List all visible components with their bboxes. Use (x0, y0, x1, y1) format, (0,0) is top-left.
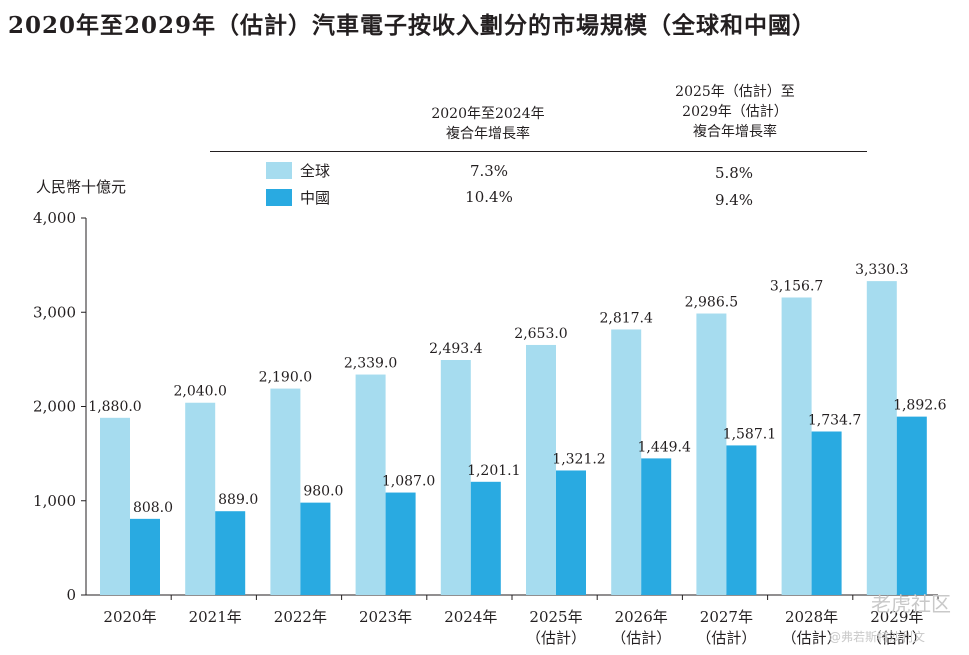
x-tick-sublabel: （估計） (611, 629, 671, 647)
data-label-global: 2,040.0 (173, 384, 226, 400)
y-tick-label: 4,000 (33, 209, 76, 227)
cagr-period2-line2: 2029年（估計） (682, 104, 788, 120)
data-label-global: 1,880.0 (88, 399, 141, 415)
x-tick-label: 2022年 (274, 608, 327, 626)
cagr-period2-line1: 2025年（估計）至 (675, 84, 795, 100)
data-label-china: 1,734.7 (808, 413, 861, 429)
x-tick-label: 2029年 (870, 608, 923, 626)
x-tick-label: 2021年 (189, 608, 242, 626)
data-label-china: 889.0 (218, 492, 258, 508)
data-label-china: 1,321.2 (552, 451, 605, 467)
x-tick-label: 2025年 (529, 608, 582, 626)
bar-china (641, 458, 672, 595)
data-label-china: 1,449.4 (637, 439, 691, 455)
bar-china (811, 431, 842, 595)
data-label-china: 808.0 (133, 500, 173, 516)
x-tick-sublabel: （估計） (782, 629, 842, 647)
x-tick-label: 2028年 (785, 608, 838, 626)
bar-global (781, 297, 812, 595)
data-label-global: 3,330.3 (855, 262, 908, 278)
y-tick-label: 0 (66, 586, 76, 604)
chart-title: 2020年至2029年（估計）汽車電子按收入劃分的市場規模（全球和中國） (8, 12, 817, 39)
y-tick-label: 3,000 (33, 303, 76, 321)
data-label-global: 2,493.4 (429, 341, 483, 357)
x-tick-label: 2026年 (615, 608, 668, 626)
bar-global (526, 344, 556, 595)
cagr-global-p2: 5.8% (714, 164, 754, 182)
bar-global (440, 359, 471, 595)
data-label-global: 2,653.0 (514, 326, 567, 342)
bar-china (896, 416, 927, 595)
bar-china (556, 470, 586, 595)
cagr-period1-line2: 複合年增長率 (446, 126, 530, 142)
bar-global (270, 388, 301, 595)
data-label-china: 1,892.6 (893, 398, 947, 414)
legend-swatch-global (266, 161, 292, 179)
x-tick-sublabel: （估計） (867, 629, 927, 647)
x-tick-sublabel: （估計） (696, 629, 756, 647)
cagr-period1-line1: 2020年至2024年 (431, 106, 545, 122)
cagr-header-period1: 2020年至2024年 複合年增長率 (398, 104, 578, 144)
legend-label-china: 中國 (300, 188, 331, 207)
x-tick-label: 2027年 (700, 608, 753, 626)
cagr-china-p2: 9.4% (714, 191, 754, 209)
bar-china (385, 492, 416, 595)
bar-china (726, 445, 757, 595)
cagr-global-p1: 7.3% (469, 162, 509, 180)
bar-china (130, 518, 160, 595)
data-label-china: 980.0 (303, 484, 343, 500)
legend-item-china: 中國 (266, 187, 330, 207)
y-tick-label: 2,000 (33, 398, 76, 416)
cagr-china-p1: 10.4% (465, 188, 513, 206)
data-label-global: 2,817.4 (599, 310, 653, 326)
x-tick-label: 2020年 (103, 608, 156, 626)
data-label-global: 2,190.0 (259, 370, 312, 386)
x-tick-label: 2024年 (444, 608, 497, 626)
bar-global (611, 329, 642, 595)
x-tick-label: 2023年 (359, 608, 412, 626)
data-label-china: 1,201.1 (467, 463, 520, 479)
bar-china (215, 511, 246, 595)
data-label-global: 2,339.0 (344, 356, 397, 372)
bar-global (866, 281, 897, 595)
data-label-global: 3,156.7 (770, 278, 823, 294)
data-label-global: 2,986.5 (685, 295, 738, 311)
bar-china (470, 481, 501, 595)
cagr-header-period2: 2025年（估計）至 2029年（估計） 複合年增長率 (630, 82, 840, 142)
legend-swatch-china (266, 188, 292, 206)
x-tick-sublabel: （估計） (526, 629, 586, 647)
data-label-china: 1,087.0 (382, 474, 435, 490)
bar-global (100, 417, 130, 595)
y-tick-label: 1,000 (33, 492, 76, 510)
cagr-divider (210, 151, 867, 152)
watermark-subtext: @弗若斯特沙利文 (828, 630, 925, 644)
y-axis-unit-label: 人民幣十億元 (36, 178, 127, 196)
bar-china (300, 502, 331, 595)
data-label-china: 1,587.1 (723, 426, 776, 442)
bar-global (696, 313, 727, 595)
watermark-text: 老虎社区 (871, 592, 951, 616)
legend-item-global: 全球 (266, 160, 330, 180)
legend-label-global: 全球 (300, 161, 331, 180)
bar-global (355, 374, 386, 595)
cagr-period2-line3: 複合年增長率 (693, 124, 777, 140)
bar-global (185, 402, 216, 595)
